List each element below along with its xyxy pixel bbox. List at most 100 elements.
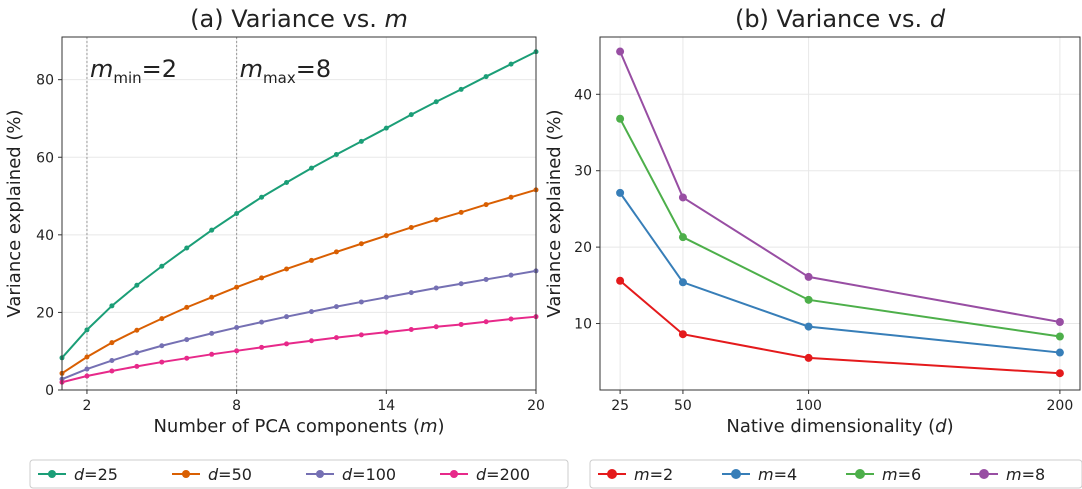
series-line (61, 50, 537, 359)
data-point (358, 241, 364, 247)
y-tick-label: 20 (36, 305, 54, 321)
y-tick-label: 80 (36, 73, 54, 89)
data-point (616, 188, 625, 197)
data-point (259, 275, 265, 281)
x-tick-label: 50 (674, 398, 692, 414)
data-point (159, 316, 165, 322)
series-d-50 (59, 187, 539, 376)
data-point (284, 179, 290, 185)
legend-label: m=6 (882, 465, 921, 484)
data-point (109, 340, 115, 346)
data-point (308, 257, 314, 263)
reference-annotation: mmax=8 (240, 55, 331, 87)
data-point (84, 354, 90, 360)
data-point (284, 341, 290, 347)
data-point (408, 224, 414, 230)
data-point (433, 285, 439, 291)
x-axis-label: Native dimensionality (d) (726, 416, 953, 437)
data-point (134, 282, 140, 288)
legend-label: m=4 (758, 465, 797, 484)
data-point (284, 314, 290, 320)
plot-frame (61, 36, 537, 391)
legend-box (29, 459, 569, 489)
data-point (308, 165, 314, 171)
data-point (678, 193, 687, 202)
data-point (383, 329, 389, 335)
data-point (804, 353, 813, 362)
legend-label: d=100 (342, 465, 396, 484)
x-tick-label: 8 (232, 398, 241, 414)
data-point (678, 278, 687, 287)
legend-entry: m=2 (598, 465, 673, 484)
reference-annotation: mmin=2 (90, 55, 177, 87)
data-point (483, 319, 489, 325)
legend-swatch-marker (855, 469, 865, 479)
legend-box (589, 459, 1082, 489)
plot-frame (599, 36, 1081, 391)
legend-entry: m=8 (970, 465, 1045, 484)
data-point (234, 211, 240, 216)
data-point (358, 138, 364, 144)
legend: d=25 d=50 d=100 d=200 (29, 459, 569, 489)
data-point (134, 363, 140, 369)
data-point (333, 249, 339, 255)
y-axis-label: Variance explained (%) (4, 109, 25, 317)
legend-swatch-marker (182, 470, 190, 478)
data-point (134, 327, 140, 333)
x-tick-label: 14 (377, 398, 395, 414)
data-point (458, 209, 464, 215)
data-point (1055, 369, 1064, 378)
x-tick-label: 25 (611, 398, 629, 414)
data-point (358, 332, 364, 338)
y-tick-label: 20 (574, 240, 592, 256)
legend-swatch-marker (316, 470, 324, 478)
data-point (1055, 348, 1064, 357)
data-point (804, 272, 813, 281)
data-point (308, 309, 314, 315)
data-point (1055, 317, 1064, 326)
y-tick-label: 0 (45, 383, 54, 399)
data-point (804, 322, 813, 331)
data-point (159, 343, 165, 349)
data-point (458, 321, 464, 327)
data-point (433, 217, 439, 223)
legend-label: d=50 (208, 465, 252, 484)
data-point (678, 233, 687, 242)
legend-swatch-marker (48, 470, 56, 478)
x-axis-label: Number of PCA components (m) (153, 416, 444, 437)
legend-swatch-marker (979, 469, 989, 479)
x-tick-label: 100 (795, 398, 822, 414)
series-d-25 (59, 49, 539, 361)
data-point (209, 330, 215, 336)
legend-entry: d=25 (38, 465, 118, 484)
data-point (508, 272, 514, 278)
legend-label: d=200 (476, 465, 530, 484)
data-point (184, 337, 190, 343)
y-tick-label: 30 (574, 164, 592, 180)
data-point (259, 319, 265, 325)
data-point (1055, 332, 1064, 341)
data-point (458, 86, 464, 92)
data-point (159, 359, 165, 365)
series-line (61, 188, 537, 375)
data-point (616, 114, 625, 123)
data-point (383, 294, 389, 300)
data-point (209, 294, 215, 300)
data-point (234, 284, 240, 290)
data-point (333, 152, 339, 158)
data-point (134, 350, 140, 356)
data-point (383, 233, 389, 239)
data-point (84, 327, 90, 333)
data-point (184, 304, 190, 310)
data-point (408, 290, 414, 296)
x-tick-label: 2 (82, 398, 91, 414)
y-tick-label: 40 (36, 228, 54, 244)
legend-label: d=25 (74, 465, 118, 484)
panel-title: (a) Variance vs. m (190, 5, 408, 33)
data-point (508, 61, 514, 67)
legend: m=2 m=4 m=6 m=8 (589, 459, 1082, 489)
data-point (804, 295, 813, 304)
panel-b: 25 50 100 200 10 20 30 40 (b) Variance vs. d Nati… (544, 5, 1082, 489)
data-point (84, 366, 90, 372)
x-tick-label: 20 (527, 398, 545, 414)
